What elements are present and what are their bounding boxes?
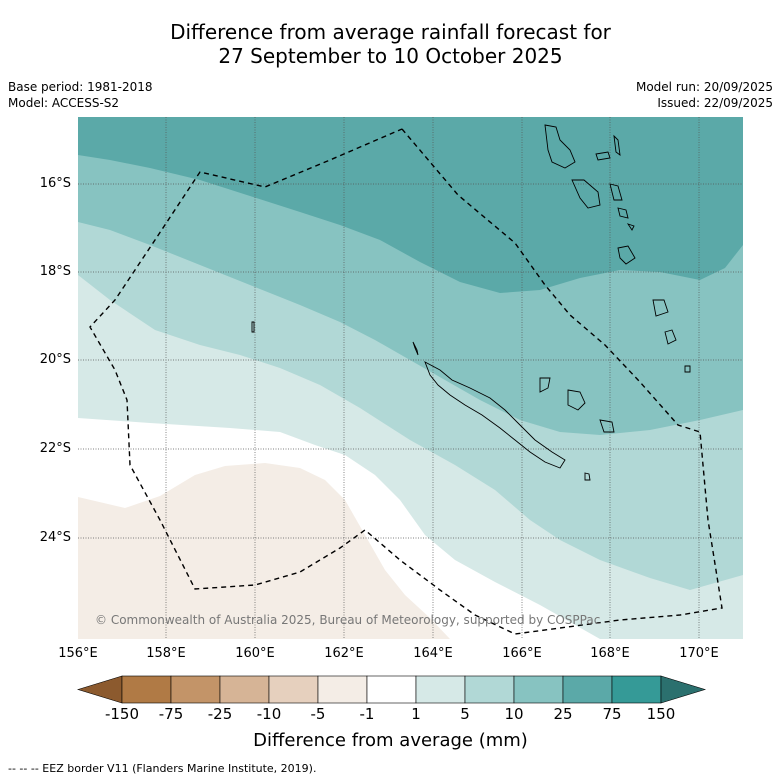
coastlines [251, 124, 691, 481]
lat-label-16s: 16°S [39, 176, 71, 191]
map-gridlines [78, 117, 743, 639]
lat-label-24s: 24°S [39, 530, 71, 545]
vanuatu-espiritu-santo [544, 124, 576, 169]
base-period: Base period: 1981-2018 [8, 80, 153, 94]
colorbar-segment [366, 675, 417, 704]
lat-label-18s: 18°S [39, 264, 71, 279]
lon-label-164e: 164°E [413, 646, 453, 661]
colorbar-segment [562, 675, 613, 704]
cb-label: -150 [104, 705, 140, 723]
colorbar [76, 675, 707, 704]
colorbar-extend-high [660, 675, 707, 704]
colorbar-segment [219, 675, 270, 704]
lon-label-156e: 156°E [58, 646, 98, 661]
colorbar-segment [170, 675, 221, 704]
lon-label-158e: 158°E [146, 646, 186, 661]
cb-label: -5 [310, 705, 326, 723]
lon-label-160e: 160°E [235, 646, 275, 661]
issued-date: Issued: 22/09/2025 [657, 96, 773, 110]
colorbar-segment [415, 675, 466, 704]
cb-label: 25 [553, 705, 573, 723]
colorbar-segment [268, 675, 319, 704]
cb-label: 10 [504, 705, 524, 723]
cb-label: -1 [359, 705, 375, 723]
lon-label-162e: 162°E [324, 646, 364, 661]
band-minus5-minus1 [78, 463, 450, 639]
lat-label-22s: 22°S [39, 441, 71, 456]
cb-label: 75 [602, 705, 622, 723]
colorbar-segment [464, 675, 515, 704]
colorbar-title: Difference from average (mm) [253, 730, 528, 751]
eez-border [89, 128, 723, 635]
lon-label-166e: 166°E [502, 646, 542, 661]
colorbar-segment [611, 675, 662, 704]
colorbar-segment [121, 675, 172, 704]
title-line-2: 27 September to 10 October 2025 [218, 44, 563, 68]
lat-label-20s: 20°S [39, 352, 71, 367]
model-run: Model run: 20/09/2025 [635, 80, 773, 94]
cb-label: -25 [207, 705, 233, 723]
title-line-1: Difference from average rainfall forecas… [170, 20, 611, 44]
eez-legend-note: -- -- -- EEZ border V11 (Flanders Marine… [8, 762, 317, 775]
colorbar-segment [513, 675, 564, 704]
cb-label: -10 [256, 705, 282, 723]
model-name: Model: ACCESS-S2 [8, 96, 120, 110]
cb-label: 5 [460, 705, 470, 723]
cb-label: 1 [411, 705, 421, 723]
lon-label-170e: 170°E [679, 646, 719, 661]
copyright-notice: © Commonwealth of Australia 2025, Bureau… [95, 613, 601, 627]
colorbar-extend-low [76, 675, 123, 704]
colorbar-segment [317, 675, 368, 704]
lon-label-168e: 168°E [590, 646, 630, 661]
new-caledonia [424, 361, 566, 469]
rainfall-contours [78, 117, 743, 639]
band-25-75 [78, 117, 743, 293]
cb-label: 150 [646, 705, 676, 723]
cb-label: -75 [158, 705, 184, 723]
